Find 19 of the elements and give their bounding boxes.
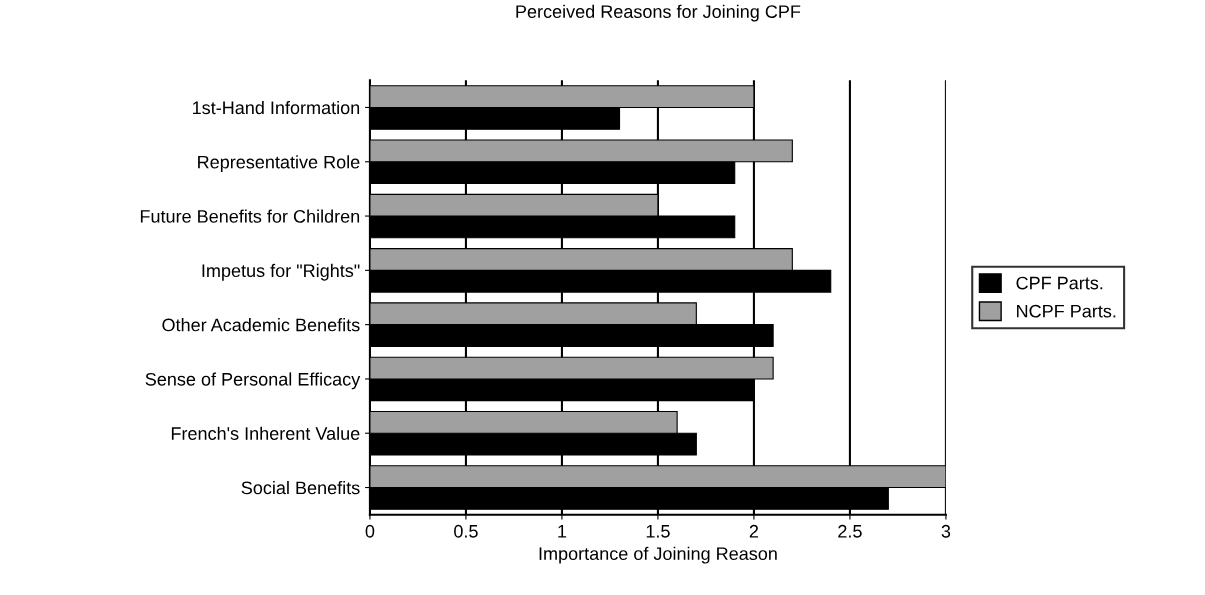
- legend-label: NCPF Parts.: [1017, 304, 1116, 318]
- x-axis-title: Importance of Joining Reason: [539, 546, 777, 564]
- y-tick-label: 1st-Hand Information: [193, 100, 360, 115]
- chart-title: Perceived Reasons for Joining CPF: [516, 4, 801, 22]
- y-tick-label: Sense of Personal Efficacy: [145, 372, 361, 390]
- y-tick-label: Representative Role: [198, 155, 360, 173]
- x-tick-label: 1.5: [646, 525, 670, 538]
- legend-label: CPF Parts.: [1016, 276, 1103, 290]
- x-tick-label: 3: [941, 524, 951, 538]
- x-tick-label: 2: [749, 524, 759, 538]
- y-tick-label: Social Benefits: [241, 480, 360, 495]
- y-tick-label: French's Inherent Value: [171, 426, 360, 440]
- y-tick-label: Future Benefits for Children: [140, 209, 360, 223]
- y-tick-label: Impetus for "Rights": [202, 263, 360, 281]
- x-tick-label: 0: [365, 524, 375, 538]
- x-tick-label: 2.5: [838, 524, 862, 538]
- y-tick-label: Other Academic Benefits: [162, 318, 360, 332]
- x-tick-label: 1: [558, 525, 567, 538]
- x-tick-label: 0.5: [454, 524, 478, 538]
